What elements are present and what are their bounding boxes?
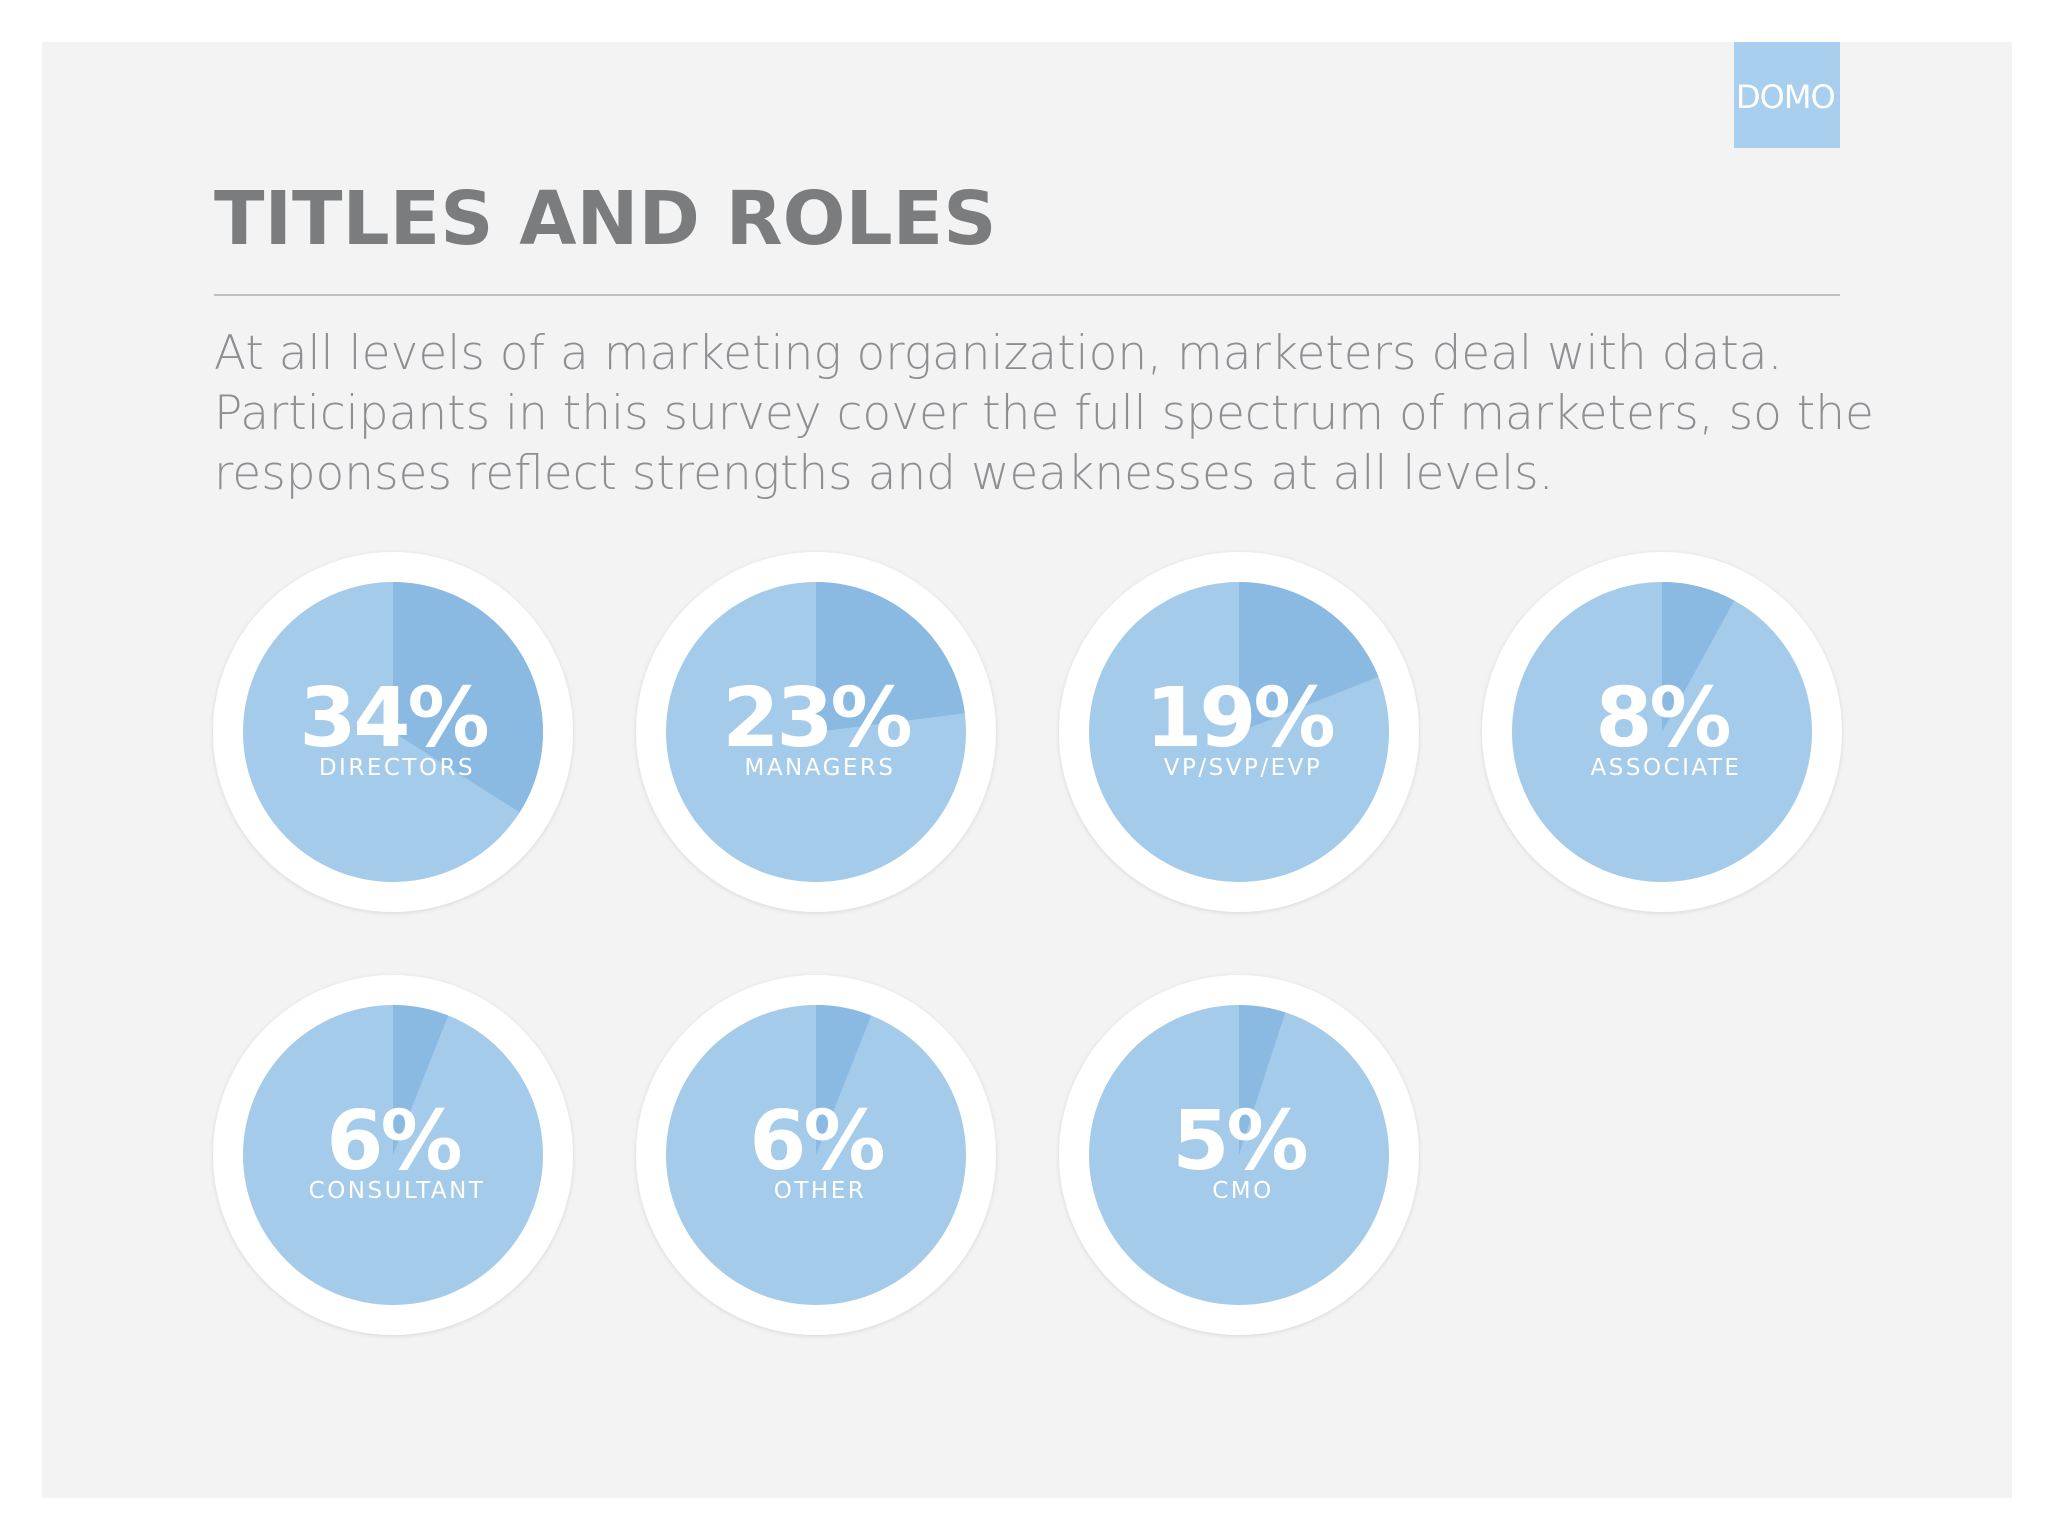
pie-value-label: 6% xyxy=(749,1094,883,1189)
pie-slice xyxy=(393,1005,449,1155)
pie-slice xyxy=(816,582,965,732)
pie-category-label: OTHER xyxy=(774,1178,866,1204)
pie-consultant: 6%CONSULTANT xyxy=(213,975,573,1335)
pie-value-label: 19% xyxy=(1145,671,1333,766)
pie-slice xyxy=(1239,1005,1286,1155)
pie-category-label: DIRECTORS xyxy=(319,755,475,781)
pie-value-label: 8% xyxy=(1595,671,1729,766)
pie-category-label: CMO xyxy=(1212,1178,1274,1204)
intro-line-2: Participants in this survey cover the fu… xyxy=(214,386,1874,441)
domo-logo[interactable]: DOMO xyxy=(1734,42,1840,148)
page-title: TITLES AND ROLES xyxy=(214,176,997,262)
pie-vp-svp-evp: 19%VP/SVP/EVP xyxy=(1059,552,1419,912)
pie-category-label: MANAGERS xyxy=(744,755,895,781)
pie-slice xyxy=(816,1005,872,1155)
intro-line-1: At all levels of a marketing organizatio… xyxy=(214,326,1783,381)
pie-cmo: 5%CMO xyxy=(1059,975,1419,1335)
intro-paragraph: At all levels of a marketing organizatio… xyxy=(214,324,1874,504)
pie-managers: 23%MANAGERS xyxy=(636,552,996,912)
pie-slice xyxy=(393,582,543,813)
slide: DOMO TITLES AND ROLES At all levels of a… xyxy=(42,42,2012,1498)
title-divider xyxy=(214,294,1840,296)
pie-associate: 8%ASSOCIATE xyxy=(1482,552,1842,912)
role-pie-charts: 34%DIRECTORS23%MANAGERS19%VP/SVP/EVP8%AS… xyxy=(213,552,1842,1335)
pie-value-label: 23% xyxy=(722,671,910,766)
pie-category-label: CONSULTANT xyxy=(309,1178,486,1204)
pie-slice xyxy=(1239,582,1379,732)
pie-value-label: 6% xyxy=(326,1094,460,1189)
intro-line-3: responses reflect strengths and weakness… xyxy=(214,446,1554,501)
pie-other: 6%OTHER xyxy=(636,975,996,1335)
pie-category-label: ASSOCIATE xyxy=(1591,755,1742,781)
logo-text: DOMO xyxy=(1736,78,1836,116)
pie-directors: 34%DIRECTORS xyxy=(213,552,573,912)
pie-value-label: 5% xyxy=(1172,1094,1306,1189)
pie-slice xyxy=(1662,582,1735,732)
pie-category-label: VP/SVP/EVP xyxy=(1164,755,1322,781)
pie-value-label: 34% xyxy=(299,671,487,766)
